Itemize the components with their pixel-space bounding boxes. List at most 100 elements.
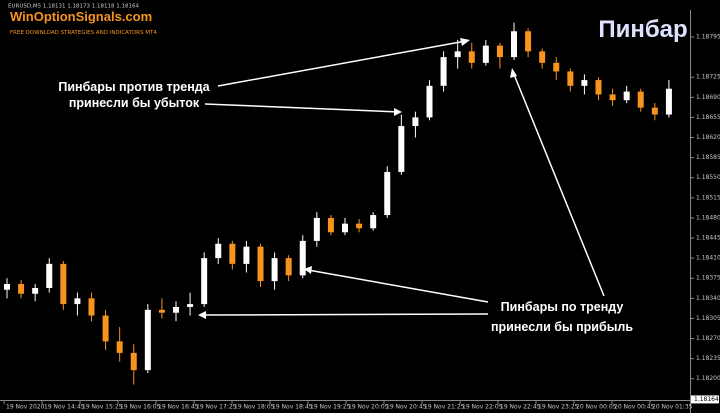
y-tick-label: 1.18270 <box>696 335 720 342</box>
candle-body <box>243 246 250 264</box>
candle-body <box>173 306 179 313</box>
x-tick-label: 19 Nov 20:05 <box>348 404 389 411</box>
candle-body <box>553 62 560 72</box>
x-tick-label: 19 Nov 17:25 <box>196 404 237 411</box>
arrow <box>201 313 489 316</box>
annotation: принесли бы прибыль <box>491 320 633 334</box>
logo: WinOptionSignals.com <box>10 9 152 24</box>
candle-body <box>637 91 644 108</box>
last-price-label: 1.18164 <box>694 396 719 403</box>
y-tick-label: 1.18305 <box>696 315 720 322</box>
candle-body <box>4 283 10 290</box>
candle-body <box>398 126 405 172</box>
candle-body <box>665 88 672 115</box>
candle-body <box>327 217 334 233</box>
candle-body <box>595 80 602 95</box>
y-tick-label: 1.18725 <box>696 74 720 81</box>
x-tick-label: 19 Nov 22:45 <box>500 404 541 411</box>
y-tick-label: 1.18690 <box>696 94 720 101</box>
title: Пинбар <box>598 16 687 43</box>
candle-body <box>496 45 503 58</box>
x-tick-label: 20 Nov 00:45 <box>614 404 655 411</box>
x-tick-label: 20 Nov 00:05 <box>576 404 617 411</box>
arrow-head <box>460 38 470 46</box>
candle-body <box>285 258 292 276</box>
candle-body <box>609 94 616 101</box>
candle-body <box>130 352 137 371</box>
arrows <box>201 40 605 316</box>
y-tick-label: 1.18235 <box>696 355 720 362</box>
candle-body <box>482 45 489 63</box>
candle-body <box>342 223 348 233</box>
candle-body <box>187 304 194 307</box>
x-tick-label: 19 Nov 18:05 <box>234 404 275 411</box>
candle-body <box>525 31 532 52</box>
candle-body <box>651 107 658 115</box>
y-tick-label: 1.18515 <box>696 194 720 201</box>
x-tick-label: 19 Nov 20:45 <box>386 404 427 411</box>
candle-body <box>215 243 222 259</box>
candle-body <box>88 298 95 316</box>
candle-body <box>426 85 433 118</box>
candle-body <box>229 243 236 264</box>
x-tick-label: 19 Nov 23:25 <box>538 404 579 411</box>
arrow-head <box>394 108 402 116</box>
candle-body <box>384 171 391 216</box>
y-tick-label: 1.18585 <box>696 154 720 161</box>
y-tick-label: 1.18480 <box>696 214 720 221</box>
y-tick-label: 1.18550 <box>696 174 720 181</box>
annotation: принесли бы убыток <box>69 96 200 110</box>
arrow <box>204 103 401 113</box>
candle-body <box>60 263 67 305</box>
candle-body <box>440 57 447 86</box>
y-tick-label: 1.18795 <box>696 33 720 40</box>
arrow-head <box>510 68 517 78</box>
candle-body <box>201 258 208 305</box>
arrow <box>512 71 605 297</box>
candle-body <box>299 240 306 276</box>
x-tick-label: 19 Nov 21:25 <box>424 404 465 411</box>
candle-body <box>32 287 39 294</box>
candle-body <box>18 283 25 294</box>
x-tick-label: 19 Nov 16:45 <box>158 404 199 411</box>
candle-body <box>567 71 574 86</box>
candle-body <box>116 341 123 353</box>
candle-body <box>46 263 53 288</box>
candle-body <box>539 51 546 63</box>
y-tick-label: 1.18375 <box>696 275 720 282</box>
arrow <box>217 40 467 87</box>
logo-subtitle: FREE DOWNLOAD STRATEGIES AND INDICATORS … <box>10 30 157 36</box>
y-tick-label: 1.18655 <box>696 114 720 121</box>
candle-body <box>271 258 278 282</box>
last-price-box <box>691 395 719 404</box>
candle-body <box>468 51 475 63</box>
arrow-heads <box>198 38 517 319</box>
candle-body <box>370 215 377 229</box>
header: EURUSD,M5 1.18131 1.18173 1.18118 1.1816… <box>8 4 140 10</box>
candle-body <box>313 217 320 241</box>
x-tick-label: 20 Nov 01:35 <box>652 404 693 411</box>
candle-body <box>511 31 517 58</box>
x-tick-label: 19 Nov 19:25 <box>310 404 351 411</box>
annotation: Пинбары против тренда <box>58 80 210 94</box>
x-tick-label: 19 Nov 22:05 <box>462 404 503 411</box>
candle-body <box>102 315 109 342</box>
x-tick-label: 19 Nov 14:45 <box>44 404 85 411</box>
candle-body <box>158 309 165 313</box>
y-tick-label: 1.18340 <box>696 295 720 302</box>
candle-body <box>257 246 264 282</box>
y-tick-label: 1.18445 <box>696 235 720 242</box>
arrow-head <box>198 311 206 319</box>
candle-body <box>74 298 81 305</box>
candle-body <box>454 51 461 58</box>
candle-body <box>356 223 363 229</box>
y-tick-label: 1.18200 <box>696 375 720 382</box>
candle-body <box>623 91 630 101</box>
x-tick-label: 19 Nov 16:05 <box>120 404 161 411</box>
arrow <box>307 269 489 303</box>
x-tick-label: 19 Nov 18:45 <box>272 404 313 411</box>
candle-body <box>144 309 151 371</box>
